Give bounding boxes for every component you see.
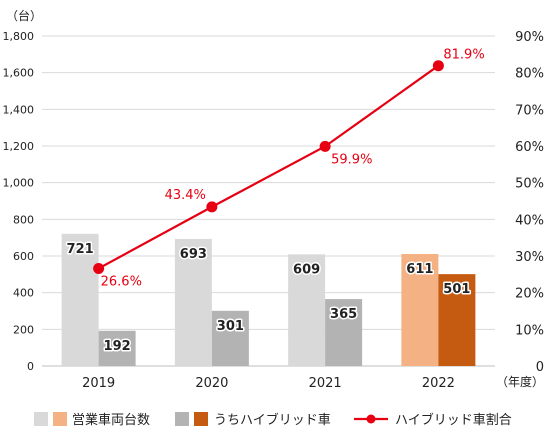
x-tick-label: 2021 bbox=[309, 376, 342, 391]
left-axis-unit: （台） bbox=[6, 8, 42, 23]
y-left-tick-label: 1,400 bbox=[3, 103, 35, 116]
bar bbox=[288, 254, 326, 366]
x-tick-label: 2019 bbox=[82, 376, 115, 391]
legend-swatch bbox=[34, 412, 48, 426]
line-point bbox=[319, 140, 331, 152]
y-right-tick-label: 50% bbox=[515, 177, 544, 192]
x-axis-unit: （年度） bbox=[496, 374, 544, 389]
legend-swatch bbox=[175, 412, 189, 426]
bar bbox=[98, 330, 136, 366]
y-left-tick-label: 1,000 bbox=[3, 177, 35, 190]
line-series: 26.6% 43.4% 59.9% 81.9% bbox=[93, 46, 486, 291]
bar bbox=[211, 310, 249, 366]
bar-data-label: 693 bbox=[180, 247, 207, 262]
y-right-tick-label: 40% bbox=[515, 213, 544, 228]
bar-data-label: 301 bbox=[217, 319, 244, 334]
line-point bbox=[206, 201, 218, 213]
line-data-label: 81.9% bbox=[443, 48, 484, 63]
x-axis-ticks: 2019 2020 2021 2022 bbox=[82, 376, 455, 391]
y-right-tick-label: 90% bbox=[515, 30, 544, 45]
y-left-tick-label: 200 bbox=[13, 323, 34, 336]
bar-data-label: 501 bbox=[443, 282, 470, 297]
legend-marker bbox=[366, 414, 376, 424]
line-point bbox=[93, 262, 105, 274]
bar bbox=[325, 299, 363, 366]
line-data-label: 26.6% bbox=[101, 274, 142, 289]
y-left-tick-label: 600 bbox=[13, 250, 34, 263]
bar-data-label: 611 bbox=[406, 262, 433, 277]
legend: 営業車両台数 うちハイブリッド車 ハイブリッド車割合 bbox=[34, 412, 512, 428]
y-right-tick-label: 80% bbox=[515, 67, 544, 82]
bars: 721 693 609 611 192 301 365 501 bbox=[61, 233, 476, 366]
x-tick-label: 2022 bbox=[422, 376, 455, 391]
line-series-path bbox=[98, 64, 440, 270]
y-right-tick-label: 10% bbox=[515, 323, 544, 338]
bar-data-label: 721 bbox=[67, 242, 94, 257]
y-right-tick-label: 60% bbox=[515, 140, 544, 155]
y-right-tick-label: 20% bbox=[515, 287, 544, 302]
line-data-label: 43.4% bbox=[165, 188, 206, 203]
bar bbox=[174, 238, 212, 366]
bar bbox=[61, 233, 99, 366]
y-left-tick-label: 1,600 bbox=[3, 67, 35, 80]
legend-label: うちハイブリッド車 bbox=[214, 412, 331, 428]
x-tick-label: 2020 bbox=[195, 376, 228, 391]
legend-swatch bbox=[53, 412, 67, 426]
legend-label: 営業車両台数 bbox=[72, 412, 150, 428]
left-axis-ticks: 0 200 400 600 800 1,000 1,200 1,400 1,600 1,800 bbox=[3, 30, 35, 373]
y-left-tick-label: 800 bbox=[13, 213, 34, 226]
line-point bbox=[432, 60, 444, 72]
y-left-tick-label: 1,800 bbox=[3, 30, 35, 43]
y-left-tick-label: 1,200 bbox=[3, 140, 35, 153]
bar-data-label: 609 bbox=[293, 262, 320, 277]
bar-data-label: 192 bbox=[104, 339, 131, 354]
y-left-tick-label: 400 bbox=[13, 287, 34, 300]
bar bbox=[438, 274, 476, 366]
right-axis-ticks: 0 10% 20% 30% 40% 50% 60% 70% 80% 90% bbox=[515, 30, 544, 375]
bar-data-label: 365 bbox=[330, 307, 357, 322]
y-right-tick-label: 30% bbox=[515, 250, 544, 265]
bar bbox=[401, 253, 439, 366]
legend-swatch bbox=[194, 412, 208, 426]
y-right-tick-label: 0 bbox=[536, 360, 544, 375]
line-data-label: 59.9% bbox=[331, 152, 372, 167]
y-right-tick-label: 70% bbox=[515, 103, 544, 118]
y-left-tick-label: 0 bbox=[27, 360, 34, 373]
legend-label: ハイブリッド車割合 bbox=[395, 412, 512, 428]
